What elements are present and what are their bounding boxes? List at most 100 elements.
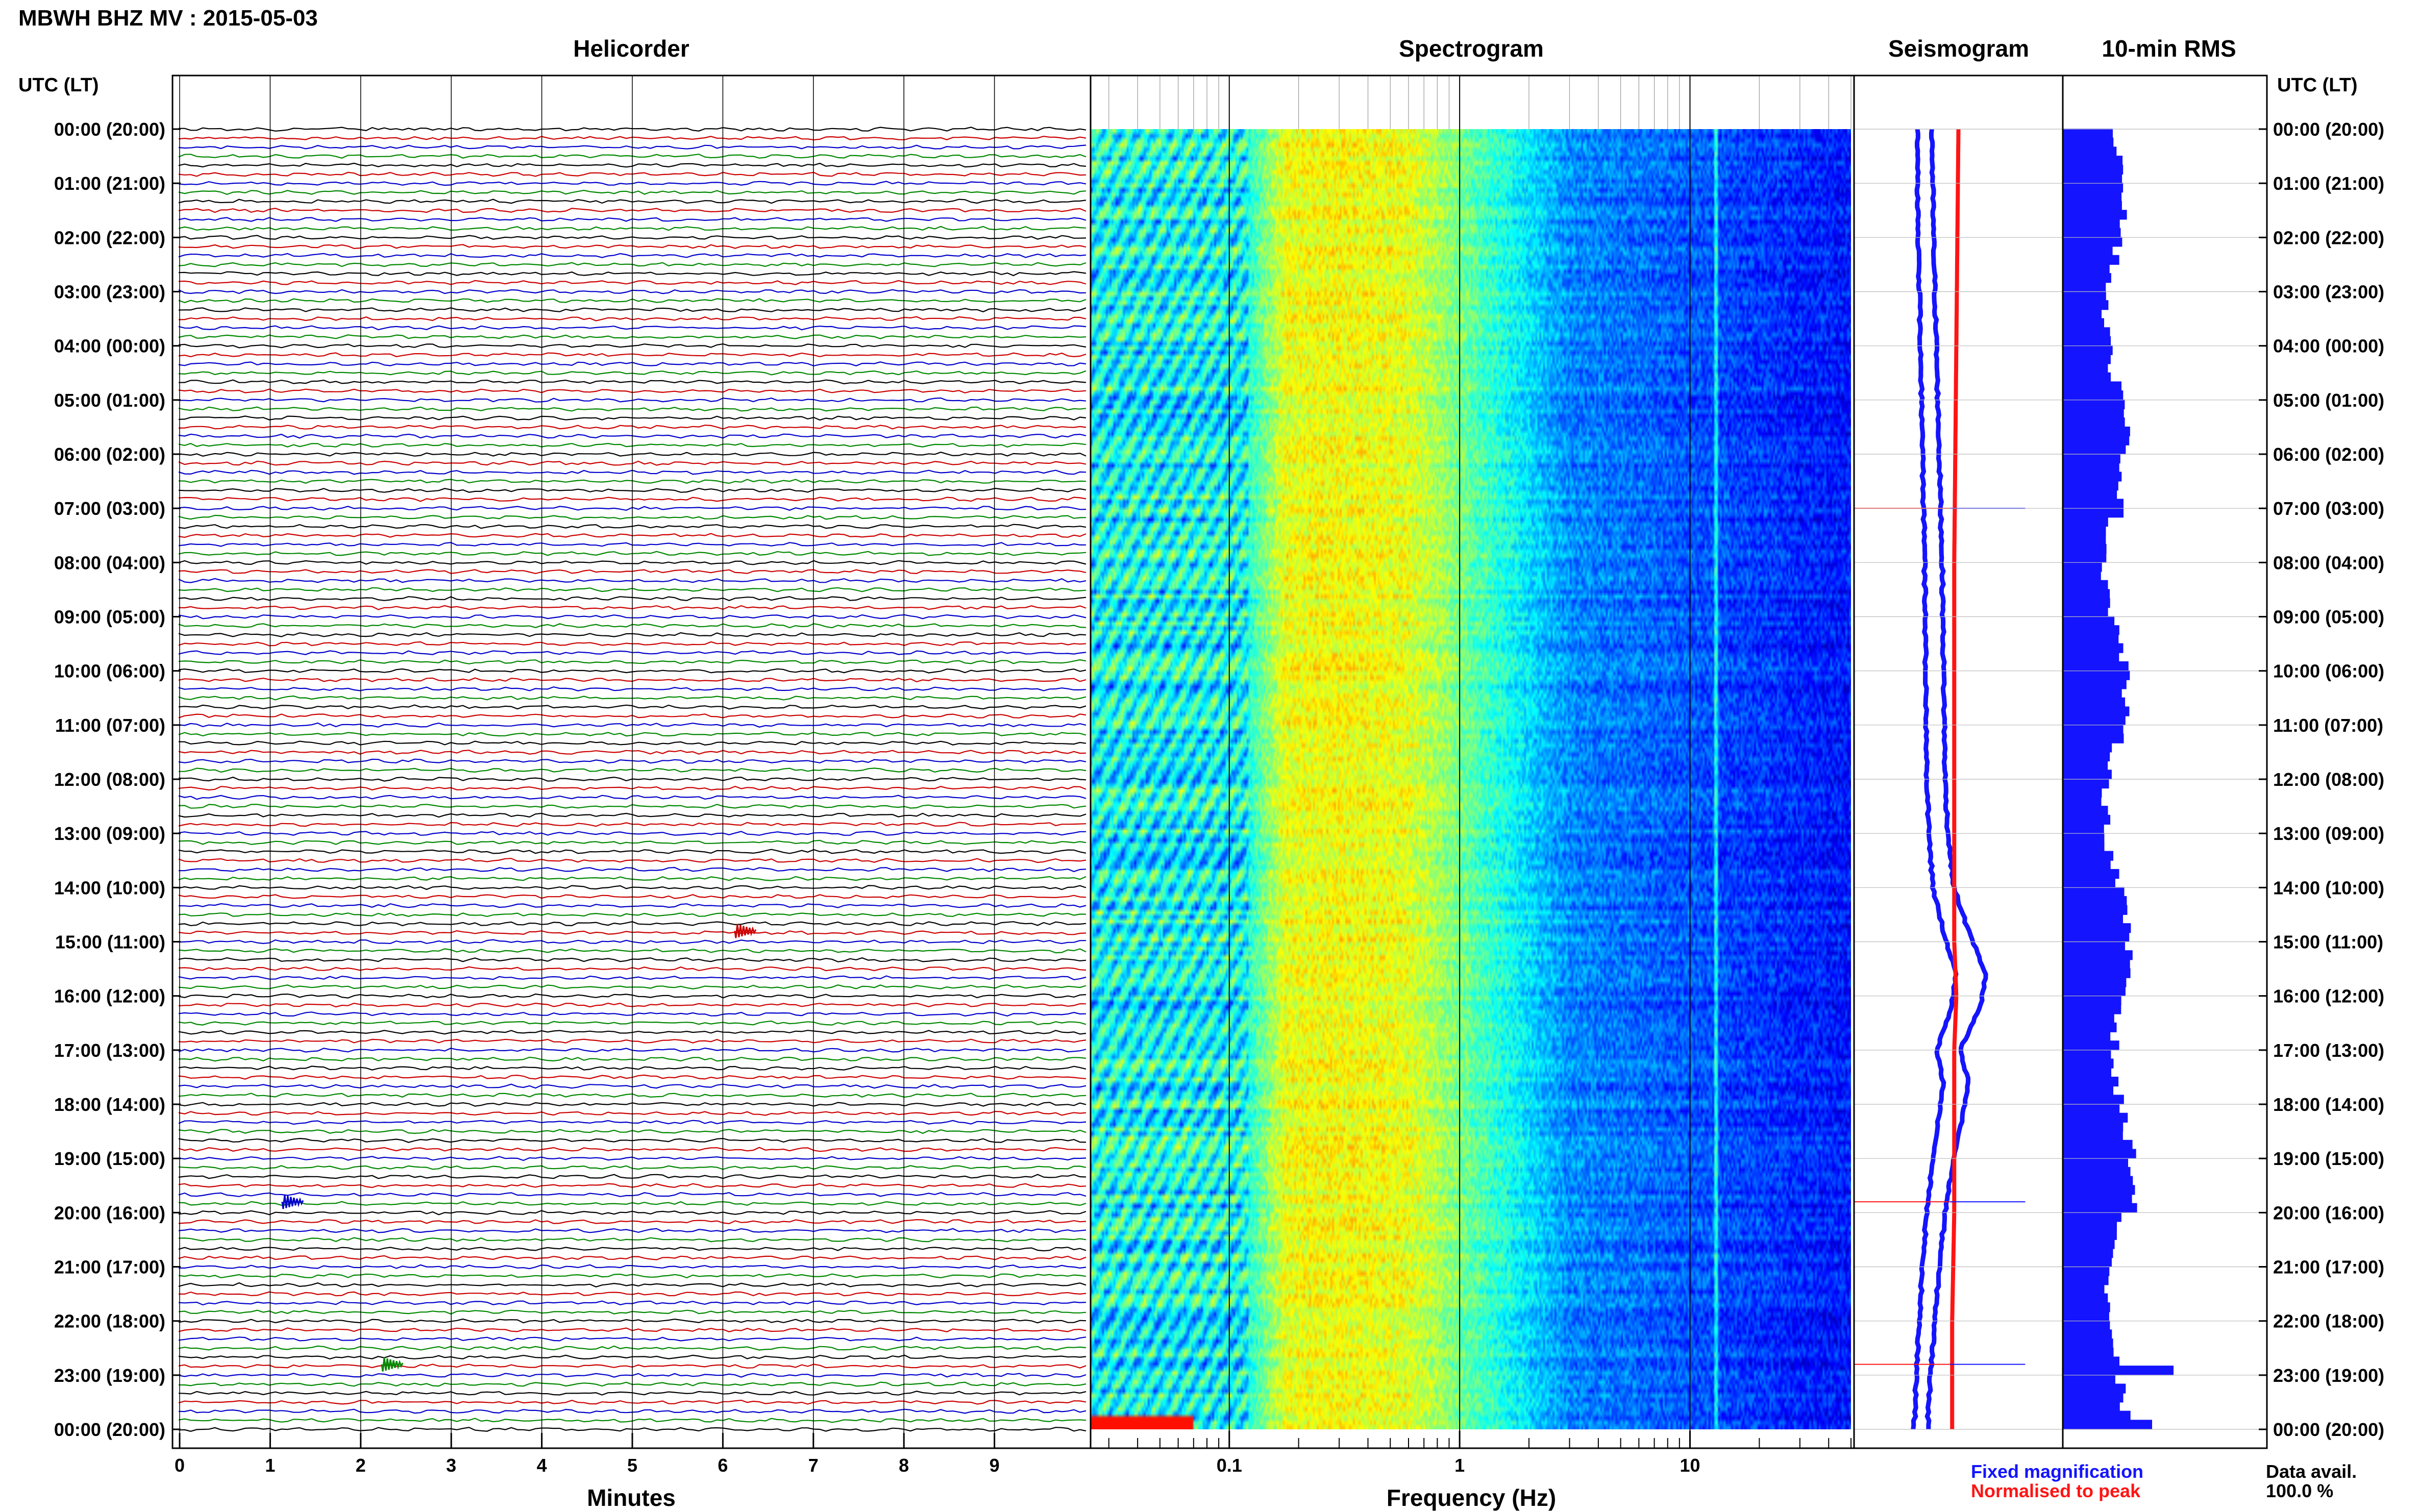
rms-bar [2063, 1049, 2111, 1060]
rms-bar [2063, 679, 2127, 689]
rms-bar [2063, 1339, 2113, 1349]
rms-bar [2063, 381, 2121, 391]
hour-label-right: 20:00 (16:00) [2273, 1202, 2384, 1223]
hour-label-left: 17:00 (13:00) [54, 1040, 165, 1061]
rms-bar [2063, 282, 2106, 292]
hour-label-left: 13:00 (09:00) [54, 823, 165, 844]
rms-bar [2063, 481, 2118, 491]
rms-bar [2063, 300, 2109, 310]
data-avail-label: Data avail. [2266, 1461, 2357, 1482]
rms-bar [2063, 1383, 2126, 1394]
rms-bar [2063, 372, 2111, 382]
rms-bar [2063, 1293, 2108, 1303]
rms-bar [2063, 408, 2124, 418]
rms-bar [2063, 1401, 2120, 1412]
rms-bar [2063, 1194, 2132, 1204]
hour-label-right: 22:00 (18:00) [2273, 1311, 2384, 1332]
rms-bar [2063, 616, 2115, 626]
rms-bar [2063, 327, 2110, 337]
rms-bar [2063, 1311, 2109, 1322]
rms-bar [2063, 508, 2124, 518]
rms-bar [2063, 137, 2114, 147]
rms-bar [2063, 742, 2112, 753]
helicorder-tick-label-4: 4 [537, 1455, 547, 1476]
rms-bar [2063, 851, 2113, 861]
hour-label-right: 18:00 (14:00) [2273, 1094, 2384, 1115]
rms-bar [2063, 462, 2119, 473]
hour-label-right: 17:00 (13:00) [2273, 1040, 2384, 1061]
rms-bar [2063, 643, 2124, 653]
hour-label-right: 14:00 (10:00) [2273, 877, 2384, 898]
hour-label-left: 00:00 (20:00) [54, 1419, 165, 1440]
rms-bar [2063, 733, 2124, 743]
rms-bar [2063, 1085, 2113, 1096]
hour-label-right: 05:00 (01:00) [2273, 390, 2384, 411]
rms-bar [2063, 363, 2108, 374]
rms-bar [2063, 472, 2122, 482]
rms-bar [2063, 779, 2109, 789]
hour-label-left: 08:00 (04:00) [54, 552, 165, 573]
rms-bar [2063, 1329, 2112, 1340]
rms-bar [2063, 589, 2110, 599]
rms-bar [2063, 697, 2126, 707]
rms-bar [2063, 625, 2119, 635]
hour-label-right: 02:00 (22:00) [2273, 227, 2384, 248]
rms-bar [2063, 146, 2117, 157]
rms-bar [2063, 580, 2108, 590]
rms-bar [2063, 1158, 2128, 1168]
hour-label-left: 02:00 (22:00) [54, 227, 165, 248]
helicorder-event [281, 1195, 304, 1209]
rms-bar [2063, 760, 2108, 771]
rms-bar [2063, 390, 2124, 401]
hour-label-right: 15:00 (11:00) [2273, 932, 2383, 953]
rms-bar [2063, 210, 2127, 220]
rms-bar [2063, 1230, 2117, 1240]
rms-bar [2063, 201, 2122, 211]
rms-bar [2063, 191, 2122, 202]
spectrogram-title: Spectrogram [1399, 35, 1544, 62]
rms-bar [2063, 255, 2119, 265]
hour-label-right: 21:00 (17:00) [2273, 1257, 2384, 1278]
hour-label-right: 01:00 (21:00) [2273, 173, 2384, 194]
helicorder-tick-label-6: 6 [718, 1455, 728, 1476]
rms-bar [2063, 724, 2124, 735]
rms-bar [2063, 787, 2102, 798]
rms-bar [2063, 607, 2108, 617]
rms-bar [2063, 1095, 2124, 1105]
rms-bar [2063, 264, 2110, 274]
hour-label-right: 16:00 (12:00) [2273, 986, 2384, 1007]
rms-bar [2063, 526, 2106, 536]
spectrogram-tick-label-10: 10 [1680, 1455, 1700, 1476]
helicorder-xlabel: Minutes [587, 1484, 676, 1511]
rms-bar [2063, 246, 2113, 256]
rms-bar [2063, 968, 2131, 978]
helicorder-tick-label-2: 2 [356, 1455, 366, 1476]
hour-label-right: 11:00 (07:00) [2273, 715, 2383, 736]
seismogram-title: Seismogram [1888, 35, 2030, 62]
rms-bar [2063, 1366, 2174, 1376]
rms-bar [2063, 598, 2110, 608]
rms-bar [2063, 661, 2129, 672]
hour-label-right: 06:00 (02:00) [2273, 444, 2384, 465]
helicorder-event [734, 924, 757, 938]
rms-bar [2063, 183, 2124, 193]
hour-label-left: 10:00 (06:00) [54, 661, 165, 682]
hour-label-right: 03:00 (23:00) [2273, 282, 2384, 303]
utc-label-left: UTC (LT) [18, 75, 99, 96]
rms-bar [2063, 1221, 2117, 1231]
plot-title: MBWH BHZ MV : 2015-05-03 [18, 6, 318, 31]
hour-label-right: 12:00 (08:00) [2273, 769, 2384, 790]
hour-label-left: 06:00 (02:00) [54, 444, 165, 465]
rms-bar [2063, 634, 2119, 645]
rms-bar [2063, 670, 2130, 680]
rms-bar [2063, 1320, 2110, 1330]
rms-bar [2063, 751, 2110, 762]
helicorder-tick-label-3: 3 [446, 1455, 456, 1476]
rms-bar [2063, 860, 2111, 870]
rms-bar [2063, 516, 2108, 527]
rms-bar [2063, 562, 2102, 572]
rms-bar [2063, 1167, 2131, 1177]
rms-bar [2063, 164, 2124, 175]
spectrogram-tick-label-1: 1 [1454, 1455, 1465, 1476]
